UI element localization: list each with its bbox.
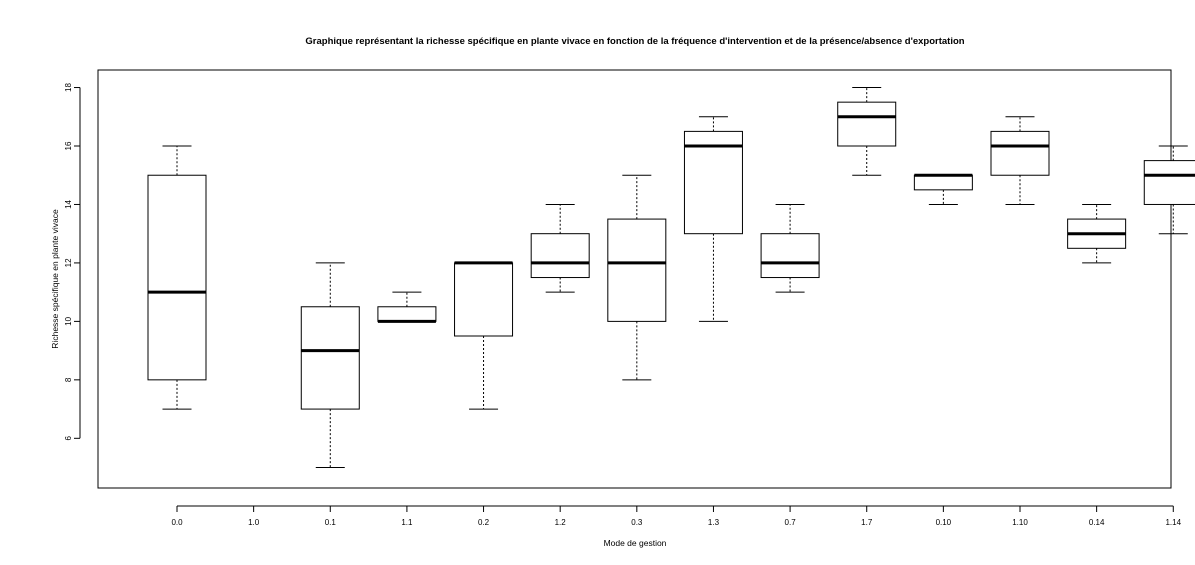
box: [454, 262, 514, 337]
x-tick-label: 0.0: [171, 518, 183, 527]
x-tick-label: 1.14: [1165, 518, 1181, 527]
box-group: [1067, 203, 1127, 264]
box-group: [607, 174, 667, 381]
y-axis: 6 8 10 12 14 16 18: [64, 83, 81, 441]
box-group: [300, 262, 360, 469]
box-group: [990, 116, 1050, 205]
box: [300, 306, 360, 410]
box: [683, 130, 743, 235]
box-group: [683, 116, 743, 322]
box: [377, 306, 437, 322]
box: [837, 101, 897, 147]
box-group: [1143, 145, 1195, 235]
x-axis: 0.0 1.0 0.1 1.1 0.2 1.2 0.3 1.3 0.7 1.7 0.10 1.10 0.…: [171, 505, 1182, 527]
y-tick-label: 6: [64, 436, 73, 441]
y-axis-label: Richesse spécifique en plante vivace: [50, 209, 60, 349]
x-tick-label: 1.7: [861, 518, 873, 527]
x-tick-label: 1.3: [708, 518, 720, 527]
plot-frame: [97, 69, 1172, 489]
y-tick-label: 8: [64, 377, 73, 382]
box-group: [913, 173, 973, 205]
box: [990, 130, 1050, 176]
y-tick-label: 10: [64, 316, 73, 325]
box: [530, 233, 590, 279]
y-tick-label: 18: [64, 83, 73, 92]
box-group: [530, 203, 590, 293]
chart-title: Graphique représentant la richesse spéci…: [305, 36, 964, 47]
box-group: [147, 145, 207, 410]
box: [1143, 160, 1195, 205]
x-tick-label: 0.1: [325, 518, 337, 527]
box-group: [454, 261, 514, 410]
box-group: [760, 203, 820, 293]
x-tick-label: 0.14: [1089, 518, 1105, 527]
boxes: [147, 87, 1195, 469]
box: [760, 233, 820, 279]
x-tick-label: 0.3: [631, 518, 643, 527]
box-group: [377, 291, 437, 323]
y-tick-label: 14: [64, 199, 73, 208]
x-tick-label: 0.2: [478, 518, 490, 527]
x-tick-label: 0.7: [785, 518, 797, 527]
x-tick-label: 1.2: [555, 518, 567, 527]
box: [607, 218, 667, 322]
x-tick-label: 1.10: [1012, 518, 1028, 527]
box-group: [837, 87, 897, 176]
x-tick-label: 1.1: [401, 518, 413, 527]
y-tick-label: 12: [64, 258, 73, 267]
box: [147, 174, 207, 381]
y-tick-label: 16: [64, 141, 73, 150]
x-tick-label: 1.0: [248, 518, 260, 527]
box: [913, 174, 973, 191]
x-axis-label: Mode de gestion: [604, 538, 667, 548]
x-tick-label: 0.10: [936, 518, 952, 527]
